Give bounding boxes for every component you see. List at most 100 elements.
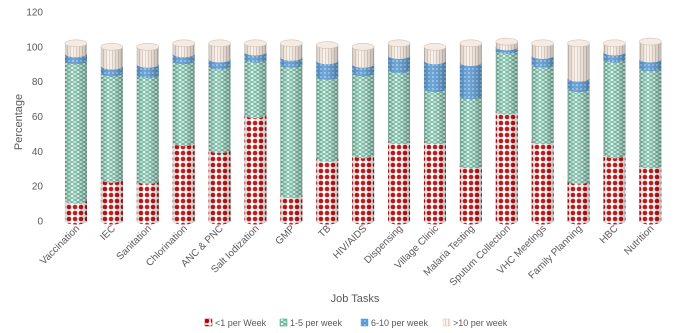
bar-segment <box>316 158 339 225</box>
bar-segment <box>639 165 662 225</box>
bar-segment <box>567 39 590 82</box>
bar-segment <box>531 64 554 145</box>
bar-stack <box>172 39 195 225</box>
bar-segment <box>495 111 518 225</box>
bar-cap <box>531 39 554 48</box>
bar-segment <box>100 179 123 225</box>
legend-label: 6-10 per week <box>371 318 429 328</box>
bar-stack <box>315 41 339 225</box>
bar-segment <box>244 39 267 56</box>
legend-item: 1-5 per week <box>279 318 343 328</box>
bar-cap <box>315 41 339 49</box>
legend-swatch <box>279 318 288 327</box>
legend: <1 per Week 1-5 per week 6-10 per week >10 … <box>204 318 508 328</box>
bar-segment <box>172 39 195 58</box>
bar-cap <box>423 43 447 51</box>
bar-cap <box>603 39 626 48</box>
bar-segment <box>315 41 339 65</box>
bar-segment <box>280 64 303 199</box>
bar-stack <box>567 39 590 225</box>
bar-segment <box>136 180 159 225</box>
bar-stack <box>459 39 483 225</box>
bar-stack <box>639 37 662 225</box>
bar-cap <box>244 39 267 48</box>
bar-segment <box>531 39 554 60</box>
y-tick-label: 120 <box>26 8 43 19</box>
bar-segment <box>639 37 662 63</box>
bar-segment <box>603 59 626 159</box>
bar-segment <box>603 39 626 56</box>
legend-swatch <box>204 318 213 327</box>
x-axis: Vaccination IECSanitationChlorinationANC … <box>38 223 656 288</box>
y-tick-label: 100 <box>26 42 43 53</box>
y-tick-label: 0 <box>37 217 43 228</box>
bar-stack <box>100 43 124 225</box>
bar-segment <box>531 55 554 68</box>
x-tick-label: GMP <box>274 223 298 247</box>
bar-segment <box>136 64 159 79</box>
x-axis-title: Job Tasks <box>331 293 380 305</box>
bar-segment <box>208 39 231 63</box>
bar-cap <box>208 39 231 48</box>
bar-segment <box>388 55 411 73</box>
bar-segment <box>136 74 159 185</box>
legend-label: <1 per Week <box>215 318 267 328</box>
bar-segment <box>64 200 87 225</box>
bar-cap <box>639 37 662 46</box>
legend-swatch <box>360 318 369 327</box>
bar-cap <box>64 39 88 48</box>
bar-stack <box>64 39 88 225</box>
bar-segment <box>639 67 662 169</box>
legend-label: 1-5 per week <box>290 318 343 328</box>
bar-segment <box>208 149 231 225</box>
bar-segment <box>172 60 195 147</box>
bar-segment <box>459 95 482 169</box>
bar-segment <box>316 76 339 162</box>
bar-segment <box>639 59 662 72</box>
bar-segment <box>567 78 590 93</box>
x-tick-label: Nutrition <box>622 223 656 257</box>
bar-cap <box>136 43 160 51</box>
bar-segment <box>352 72 375 159</box>
bar-cap <box>495 37 519 46</box>
legend-swatch <box>442 318 451 327</box>
bars <box>64 37 662 225</box>
bar-segment <box>459 62 482 100</box>
bar-segment <box>352 154 375 225</box>
x-tick-label: TB <box>317 223 334 240</box>
bar-segment <box>459 39 483 67</box>
bar-stack <box>387 39 411 225</box>
bar-cap <box>459 39 483 48</box>
bar-segment <box>387 39 411 60</box>
bar-segment <box>244 59 267 119</box>
bar-segment <box>352 64 375 77</box>
y-tick-label: 60 <box>32 112 44 123</box>
bar-stack <box>208 39 231 225</box>
legend-item: >10 per week <box>442 318 508 328</box>
bar-stack <box>351 43 375 225</box>
bar-segment <box>495 37 519 51</box>
bar-segment <box>64 39 88 58</box>
y-tick-label: 20 <box>32 182 44 193</box>
bar-segment <box>316 60 339 80</box>
bar-stack <box>603 39 626 225</box>
bar-stack <box>136 43 160 225</box>
bar-segment <box>64 60 87 204</box>
bar-segment <box>567 88 590 185</box>
bar-segment <box>244 114 267 225</box>
bar-stack <box>280 39 303 225</box>
bar-cap <box>100 43 124 51</box>
x-tick-label: HBC <box>598 223 621 246</box>
y-axis-title: Percentage <box>13 94 25 150</box>
bar-segment <box>280 39 303 61</box>
y-tick-label: 40 <box>32 147 44 158</box>
bar-segment <box>100 43 124 70</box>
bar-segment <box>423 88 446 145</box>
bar-segment <box>423 60 446 93</box>
bar-segment <box>423 43 447 65</box>
bar-stack <box>495 37 519 225</box>
bar-segment <box>351 43 375 68</box>
legend-item: <1 per Week <box>204 318 267 328</box>
bar-cap <box>351 43 375 51</box>
